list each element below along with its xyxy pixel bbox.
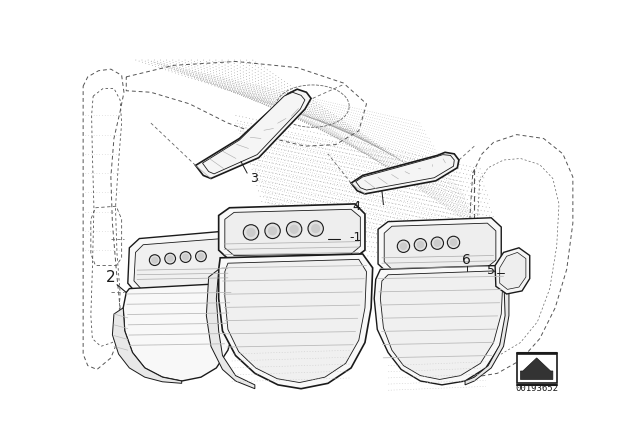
Polygon shape — [123, 283, 236, 381]
Circle shape — [149, 255, 160, 266]
Polygon shape — [351, 152, 459, 194]
Polygon shape — [374, 266, 509, 385]
Text: 2: 2 — [106, 270, 116, 284]
Polygon shape — [495, 248, 530, 294]
Text: 3: 3 — [250, 172, 258, 185]
Polygon shape — [196, 89, 311, 178]
Circle shape — [243, 225, 259, 240]
Text: 00193652: 00193652 — [515, 384, 558, 393]
Polygon shape — [219, 254, 372, 389]
Circle shape — [167, 255, 173, 262]
Polygon shape — [356, 155, 454, 190]
Circle shape — [287, 222, 302, 237]
Circle shape — [152, 257, 158, 263]
Circle shape — [414, 238, 427, 251]
Circle shape — [311, 224, 320, 233]
Polygon shape — [206, 269, 255, 389]
Circle shape — [182, 254, 189, 260]
Circle shape — [397, 240, 410, 252]
Circle shape — [447, 236, 460, 249]
Circle shape — [431, 237, 444, 250]
Polygon shape — [134, 238, 232, 289]
Polygon shape — [520, 358, 553, 379]
Circle shape — [265, 223, 280, 238]
Polygon shape — [500, 252, 526, 289]
Text: 6: 6 — [462, 253, 471, 267]
Polygon shape — [384, 223, 496, 269]
Text: 5: 5 — [487, 264, 495, 277]
Polygon shape — [465, 266, 509, 385]
Circle shape — [308, 221, 323, 236]
Polygon shape — [202, 92, 305, 174]
Circle shape — [433, 239, 441, 247]
Circle shape — [196, 251, 206, 262]
Text: -1: -1 — [349, 231, 362, 244]
Polygon shape — [380, 271, 503, 379]
Circle shape — [180, 252, 191, 263]
Circle shape — [246, 228, 255, 237]
Polygon shape — [378, 218, 501, 273]
Circle shape — [268, 226, 277, 236]
Circle shape — [399, 242, 407, 250]
Polygon shape — [128, 231, 239, 294]
Polygon shape — [225, 259, 367, 383]
Text: 4: 4 — [353, 200, 360, 213]
Circle shape — [417, 241, 424, 249]
FancyBboxPatch shape — [516, 354, 557, 383]
Polygon shape — [113, 308, 182, 383]
Circle shape — [289, 225, 299, 234]
Polygon shape — [219, 204, 365, 260]
Circle shape — [450, 238, 458, 246]
Circle shape — [164, 253, 175, 264]
Circle shape — [198, 253, 204, 259]
Polygon shape — [225, 209, 360, 255]
